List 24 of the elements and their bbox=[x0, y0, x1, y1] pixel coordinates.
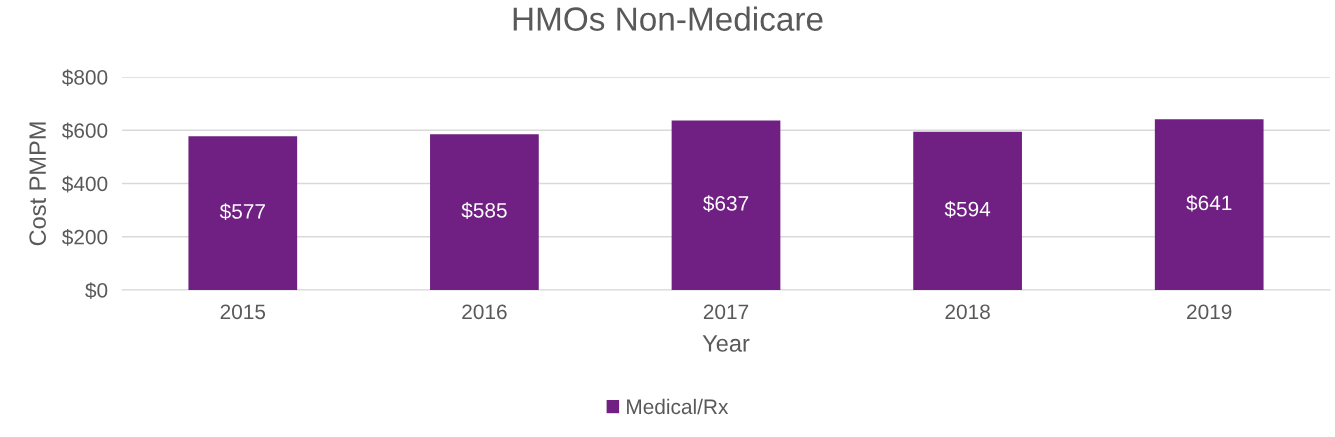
chart-title: HMOs Non-Medicare bbox=[513, 6, 823, 31]
x-tick-label: 2019 bbox=[1187, 304, 1232, 320]
x-axis-title: Year bbox=[702, 335, 750, 352]
y-tick-label: $0 bbox=[85, 282, 108, 299]
y-axis-title: Cost PMPM bbox=[29, 122, 46, 246]
y-tick-label: $600 bbox=[61, 122, 108, 140]
x-tick-label: 2015 bbox=[220, 304, 266, 320]
bar bbox=[430, 134, 539, 290]
y-tick-label: $800 bbox=[61, 69, 108, 86]
legend-label: Medical/Rx bbox=[627, 398, 729, 415]
bar bbox=[913, 131, 1022, 290]
data-label: $577 bbox=[219, 203, 265, 221]
data-label: $637 bbox=[703, 195, 749, 213]
x-tick-label: 2017 bbox=[703, 304, 749, 320]
data-label: $594 bbox=[944, 200, 991, 218]
bar bbox=[671, 120, 781, 290]
x-tick-label: 2018 bbox=[945, 304, 990, 320]
bar bbox=[188, 136, 298, 290]
data-label: $641 bbox=[1186, 194, 1232, 212]
data-label: $585 bbox=[461, 202, 507, 219]
y-tick-label: $200 bbox=[61, 228, 108, 246]
bar bbox=[1154, 119, 1264, 290]
y-tick-label: $400 bbox=[61, 175, 108, 193]
x-tick-label: 2016 bbox=[462, 304, 507, 320]
